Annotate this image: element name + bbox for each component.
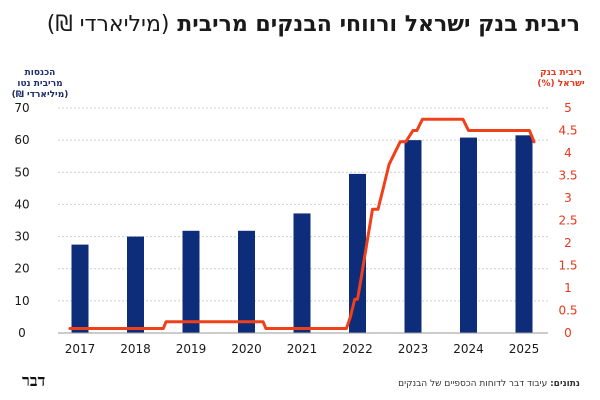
right-axis-title: ריבית בנק ישראל (%) [534,68,588,90]
x-axis-tick: 2017 [65,342,96,356]
right-axis-title-line: ריבית בנק [540,68,582,78]
right-axis-tick: 2 [564,236,572,250]
bar-2017 [71,244,89,333]
left-axis-tick: 70 [14,101,29,115]
left-axis-tick: 40 [14,197,29,211]
right-axis-tick: 5 [564,101,572,115]
left-axis-tick: 60 [14,133,29,147]
davar-logo: דבר [22,371,46,390]
right-axis-title-line: ישראל (%) [537,79,585,89]
left-axis-tick: 30 [14,230,29,244]
right-axis-tick: 1 [564,281,572,295]
left-axis-title-line: הכנסות [24,68,56,78]
chart-title-text: ריבית בנק ישראל ורווחי הבנקים מריבית [177,12,580,37]
left-axis-tick: 50 [14,165,29,179]
right-axis-tick: 0.5 [558,304,577,318]
chart-title-unit: (מיליארדי ₪) [46,12,170,37]
left-axis-tick: 10 [14,294,29,308]
right-axis-tick: 3.5 [558,169,577,183]
x-axis-tick: 2018 [120,342,151,356]
right-axis-tick: 4.5 [558,124,577,138]
bar-2019 [182,230,200,333]
right-axis-tick: 2.5 [558,214,577,228]
bar-2020 [238,230,255,333]
left-axis-title-line: (מיליארדי ₪) [11,90,69,100]
right-axis-tick: 4 [564,146,572,160]
x-axis-tick: 2022 [342,342,373,356]
x-axis-tick: 2019 [176,342,207,356]
right-axis-tick: 0 [564,326,572,340]
bar-2018 [127,236,144,333]
x-axis-tick: 2025 [509,342,540,356]
bar-2021 [293,213,311,333]
source-note: נתונים: עיבוד דבר לדוחות הכספיים של הבנק… [350,379,580,389]
source-text: עיבוד דבר לדוחות הכספיים של הבנקים [398,379,548,389]
right-axis-tick: 3 [564,191,572,205]
right-axis-tick: 1.5 [558,259,577,273]
bar-2025 [515,135,533,333]
chart-title: ריבית בנק ישראל ורווחי הבנקים מריבית (מי… [20,12,580,37]
x-axis-tick: 2021 [287,342,318,356]
bar-2023 [404,140,422,333]
left-axis-title-line: מריבית נטו [17,79,63,89]
left-axis-title: הכנסות מריבית נטו (מיליארדי ₪) [8,68,72,101]
source-label: נתונים: [550,379,580,389]
bar-2024 [460,137,477,333]
left-axis-tick: 0 [18,326,26,340]
left-axis-tick: 20 [14,262,29,276]
bar-2022 [349,173,366,333]
x-axis-tick: 2020 [231,342,262,356]
x-axis-tick: 2023 [398,342,429,356]
x-axis-tick: 2024 [453,342,484,356]
interest-rate-line [68,117,536,330]
